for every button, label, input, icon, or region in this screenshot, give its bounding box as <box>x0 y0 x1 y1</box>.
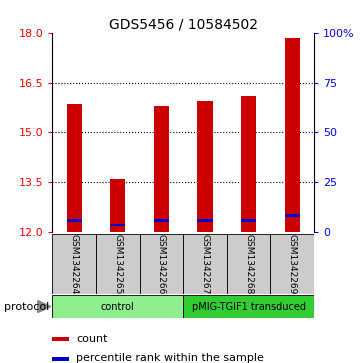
Bar <box>284 38 300 232</box>
Bar <box>154 106 169 232</box>
Text: GSM1342267: GSM1342267 <box>200 234 209 294</box>
Text: percentile rank within the sample: percentile rank within the sample <box>76 353 264 363</box>
Text: control: control <box>101 302 135 311</box>
Bar <box>241 219 256 222</box>
Bar <box>183 234 227 294</box>
Bar <box>140 234 183 294</box>
Bar <box>110 224 125 227</box>
Bar <box>52 337 69 341</box>
Bar <box>197 219 213 222</box>
Bar <box>66 104 82 232</box>
Bar <box>52 357 69 360</box>
Text: GSM1342269: GSM1342269 <box>288 234 297 294</box>
Text: GSM1342266: GSM1342266 <box>157 234 166 294</box>
Bar <box>197 101 213 232</box>
Text: GSM1342265: GSM1342265 <box>113 234 122 294</box>
Text: count: count <box>76 334 108 344</box>
Bar <box>66 219 82 222</box>
Bar <box>52 234 96 294</box>
Text: pMIG-TGIF1 transduced: pMIG-TGIF1 transduced <box>192 302 306 311</box>
Bar <box>227 234 270 294</box>
Bar <box>270 234 314 294</box>
Text: GSM1342264: GSM1342264 <box>70 234 79 294</box>
Bar <box>183 295 314 318</box>
Bar <box>241 96 256 232</box>
Text: protocol: protocol <box>4 302 49 311</box>
Bar <box>284 213 300 216</box>
Bar <box>110 179 125 232</box>
Text: GSM1342268: GSM1342268 <box>244 234 253 294</box>
Bar <box>96 234 140 294</box>
Bar <box>154 219 169 222</box>
Polygon shape <box>38 301 51 313</box>
Title: GDS5456 / 10584502: GDS5456 / 10584502 <box>109 17 258 32</box>
Bar <box>52 295 183 318</box>
